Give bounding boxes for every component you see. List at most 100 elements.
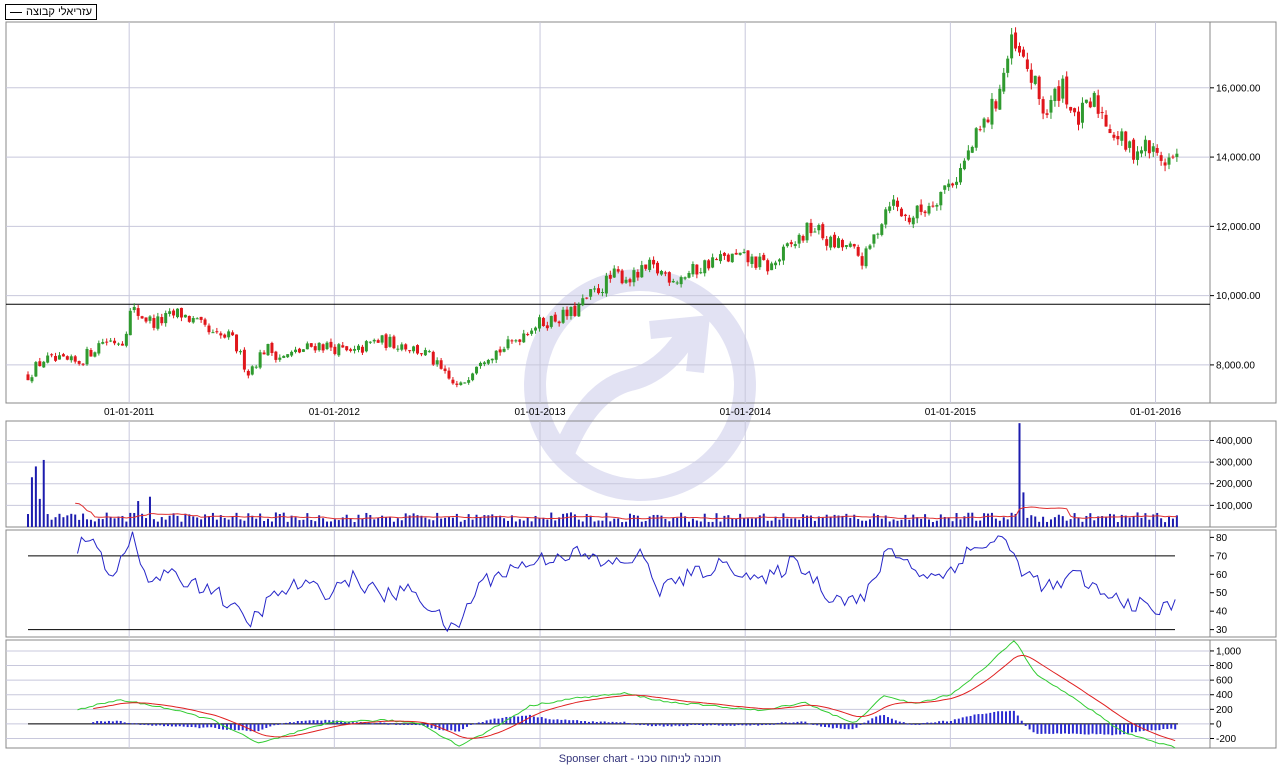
macd-histogram-bar xyxy=(229,723,232,731)
volume-bar xyxy=(593,521,596,527)
volume-bar xyxy=(939,514,942,527)
macd-histogram-bar xyxy=(186,723,189,728)
macd-histogram-bar xyxy=(576,720,579,724)
volume-bar xyxy=(259,513,262,527)
macd-histogram-bar xyxy=(949,721,952,724)
candle-body xyxy=(203,319,207,325)
macd-histogram-bar xyxy=(824,723,827,727)
candle-body xyxy=(998,88,1002,110)
candle-body xyxy=(860,256,864,266)
volume-bar xyxy=(239,519,242,527)
candle-body xyxy=(636,271,640,278)
panel-macd: -200 0 200 400 600 800 1,000 xyxy=(5,639,1277,749)
candle-body xyxy=(597,288,601,294)
candle-body xyxy=(962,160,966,170)
volume-bar xyxy=(184,513,187,527)
candle-body xyxy=(1033,75,1037,84)
candle-body xyxy=(683,277,687,279)
volume-bar xyxy=(1136,512,1139,527)
macd-histogram-bar xyxy=(462,723,465,730)
legend-swatch xyxy=(10,11,22,13)
candle-body xyxy=(349,349,353,351)
macd-histogram-bar xyxy=(481,722,484,724)
volume-bar xyxy=(1018,423,1021,527)
macd-histogram-bar xyxy=(883,714,886,724)
volume-bar xyxy=(1132,516,1135,527)
candle-body xyxy=(412,346,416,352)
volume-bar xyxy=(160,517,163,527)
volume-bar xyxy=(176,515,179,527)
macd-histogram-bar xyxy=(316,720,319,724)
volume-bar xyxy=(145,518,148,527)
macd-histogram-bar xyxy=(414,723,417,725)
macd-histogram-bar xyxy=(131,723,134,725)
candle-body xyxy=(54,355,58,361)
candle-body xyxy=(451,379,455,384)
volume-bar xyxy=(884,515,887,527)
macd-histogram-bar xyxy=(336,720,339,724)
candle-body xyxy=(872,234,876,244)
candle-body xyxy=(435,360,439,365)
macd-histogram-bar xyxy=(391,723,394,725)
candle-body xyxy=(955,181,959,185)
macd-histogram-bar xyxy=(532,716,535,724)
x-tick-label: 01-01-2016 xyxy=(1130,407,1182,418)
candle-body xyxy=(774,262,778,266)
volume-bar xyxy=(967,512,970,527)
candle-body xyxy=(219,333,223,336)
volume-bar xyxy=(365,512,368,527)
candle-body xyxy=(840,239,844,248)
volume-bar xyxy=(971,512,974,527)
candle-body xyxy=(711,257,715,268)
macd-histogram-bar xyxy=(198,723,201,729)
macd-histogram-bar xyxy=(501,717,504,724)
y-tick-label: 800 xyxy=(1216,661,1233,672)
candle-body xyxy=(896,200,900,207)
macd-histogram-bar xyxy=(1075,723,1078,734)
candle-body xyxy=(837,238,841,248)
volume-bar xyxy=(872,513,875,527)
candle-body xyxy=(168,311,172,314)
macd-histogram-bar xyxy=(347,722,350,724)
macd-histogram-bar xyxy=(104,721,107,724)
volume-bar xyxy=(125,521,128,527)
macd-histogram-bar xyxy=(1166,723,1169,730)
volume-bar xyxy=(282,512,285,527)
candle-body xyxy=(46,355,50,363)
macd-histogram-bar xyxy=(434,723,437,729)
volume-bar xyxy=(935,520,938,527)
macd-histogram-bar xyxy=(497,718,500,724)
volume-bar xyxy=(868,519,871,527)
candle-body xyxy=(565,309,569,317)
volume-bar xyxy=(849,517,852,527)
candle-body xyxy=(380,335,384,343)
volume-bar xyxy=(558,517,561,527)
candle-body xyxy=(742,251,746,253)
candle-body xyxy=(876,233,880,235)
macd-histogram-bar xyxy=(894,720,897,724)
candle-body xyxy=(1147,140,1151,154)
macd-histogram-bar xyxy=(682,723,685,726)
macd-histogram-bar xyxy=(135,723,138,725)
macd-histogram-bar xyxy=(686,723,689,727)
volume-bar xyxy=(636,515,639,527)
macd-histogram-bar xyxy=(166,723,169,727)
volume-bar xyxy=(762,513,765,527)
volume-bar xyxy=(396,518,399,527)
candle-body xyxy=(585,297,589,299)
macd-histogram-bar xyxy=(367,722,370,724)
volume-bar xyxy=(341,517,344,527)
macd-histogram-bar xyxy=(827,723,830,728)
volume-bar xyxy=(388,516,391,527)
macd-histogram-bar xyxy=(599,721,602,724)
candle-body xyxy=(396,348,400,350)
volume-bar xyxy=(888,521,891,527)
volume-bar xyxy=(664,518,667,527)
candle-body xyxy=(109,340,113,342)
volume-bar xyxy=(597,520,600,527)
candle-body xyxy=(907,217,911,223)
macd-histogram-bar xyxy=(1099,723,1102,734)
macd-histogram-bar xyxy=(485,720,488,724)
volume-bar xyxy=(908,519,911,527)
volume-bar xyxy=(420,515,423,527)
